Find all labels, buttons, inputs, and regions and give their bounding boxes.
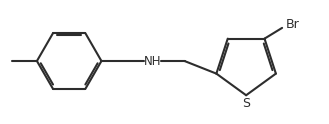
Text: S: S bbox=[242, 97, 250, 110]
Text: NH: NH bbox=[143, 55, 161, 68]
Text: Br: Br bbox=[286, 18, 300, 31]
